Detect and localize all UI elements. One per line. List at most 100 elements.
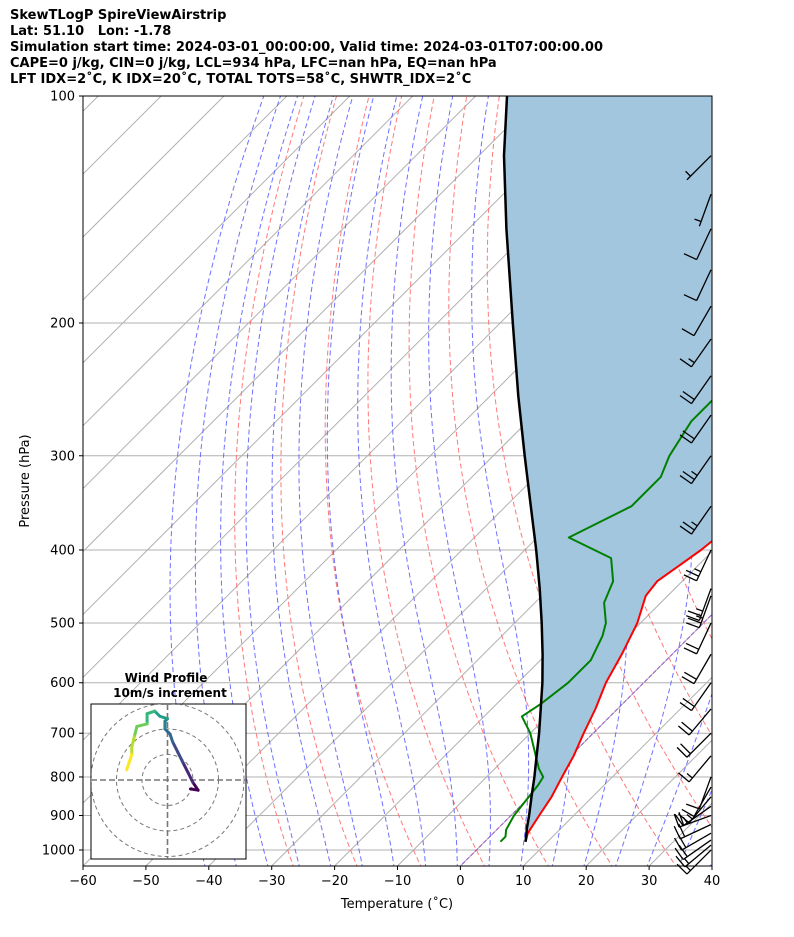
barb-flag bbox=[678, 725, 690, 736]
barb-shaft bbox=[696, 228, 712, 260]
hodograph-segment bbox=[176, 750, 185, 764]
x-tick-label: 10 bbox=[515, 874, 532, 889]
barb-flag bbox=[673, 825, 681, 840]
wind-barb bbox=[679, 375, 712, 405]
dry-adiabat bbox=[367, 96, 486, 866]
moist-adiabat bbox=[169, 96, 265, 866]
x-tick-label: −20 bbox=[321, 874, 348, 889]
barb-flag bbox=[687, 617, 702, 624]
wind-barb bbox=[683, 622, 712, 655]
barb-flag bbox=[685, 622, 700, 629]
barb-flag bbox=[681, 328, 695, 337]
barb-flag bbox=[678, 823, 686, 838]
moist-adiabat bbox=[428, 96, 491, 866]
barb-shaft bbox=[698, 595, 712, 628]
barb-flag bbox=[674, 813, 684, 827]
hodograph-frame bbox=[90, 703, 247, 860]
barb-shaft bbox=[686, 732, 712, 758]
y-tick-label: 800 bbox=[50, 770, 75, 785]
barb-shaft bbox=[686, 155, 712, 181]
x-tick-label: 30 bbox=[641, 874, 658, 889]
barb-flag bbox=[682, 390, 695, 401]
barb-shaft bbox=[686, 849, 712, 875]
barb-shaft bbox=[696, 549, 712, 582]
cape-cin-shading bbox=[504, 96, 712, 842]
barb-half-flag bbox=[686, 814, 693, 820]
barb-flag bbox=[679, 358, 692, 368]
barb-shaft bbox=[690, 682, 712, 711]
indices-line-1: CAPE=0 j/kg, CIN=0 j/kg, LCL=934 hPa, LF… bbox=[10, 56, 497, 71]
wind-barb bbox=[685, 588, 712, 622]
y-tick-label: 600 bbox=[50, 676, 75, 691]
wind-barb bbox=[676, 732, 712, 758]
x-tick-label: −50 bbox=[132, 874, 159, 889]
barb-flag bbox=[673, 813, 680, 828]
hodograph-segment bbox=[130, 735, 136, 749]
isotherm-gridline bbox=[83, 96, 603, 616]
hodograph-segment bbox=[135, 722, 149, 728]
wind-barb bbox=[685, 595, 712, 629]
wind-barb bbox=[685, 155, 712, 181]
barb-flag bbox=[680, 743, 691, 755]
y-tick-label: 900 bbox=[50, 809, 75, 824]
moist-adiabat bbox=[220, 96, 299, 866]
barb-flag bbox=[679, 434, 692, 444]
barb-shaft bbox=[681, 832, 712, 851]
isotherm-gridline bbox=[83, 96, 477, 490]
time-line: Simulation start time: 2024-03-01_00:00:… bbox=[10, 40, 603, 55]
barb-shaft bbox=[696, 269, 712, 301]
x-axis-label: Temperature (˚C) bbox=[340, 896, 453, 912]
zero-isotherm bbox=[459, 613, 712, 866]
profile-lines bbox=[499, 96, 712, 843]
x-tick-label: −30 bbox=[258, 874, 285, 889]
barb-shaft bbox=[698, 194, 712, 227]
y-tick-label: 100 bbox=[50, 90, 75, 105]
barb-flag bbox=[681, 721, 693, 732]
barb-flag bbox=[682, 430, 695, 440]
hodograph-segment bbox=[191, 781, 200, 792]
barb-flag bbox=[681, 808, 695, 818]
isotherm-gridline bbox=[83, 96, 351, 364]
hodograph-segment bbox=[171, 740, 180, 754]
wind-barb bbox=[678, 796, 712, 824]
x-tick-label: −10 bbox=[384, 874, 411, 889]
barb-flag bbox=[683, 294, 697, 302]
barb-flag bbox=[679, 702, 692, 712]
x-tick-label: 0 bbox=[456, 874, 464, 889]
barb-half-flag bbox=[688, 358, 695, 364]
moist-adiabat bbox=[271, 96, 334, 866]
hodograph-segment bbox=[181, 760, 190, 774]
y-tick-label: 1000 bbox=[42, 844, 75, 859]
isotherm-gridline bbox=[83, 96, 288, 301]
barb-shaft bbox=[696, 622, 712, 655]
barb-flag bbox=[678, 772, 690, 783]
barb-shaft bbox=[690, 455, 712, 484]
barb-flag bbox=[683, 647, 697, 655]
barb-shaft bbox=[684, 844, 712, 868]
barb-shaft bbox=[690, 375, 712, 405]
barb-flag bbox=[679, 525, 692, 535]
dry-adiabat bbox=[408, 96, 549, 866]
isotherm-gridline bbox=[83, 96, 414, 427]
barb-half-flag bbox=[694, 568, 702, 573]
wind-barb bbox=[678, 708, 712, 736]
barb-shaft bbox=[690, 338, 712, 368]
moist-adiabat bbox=[646, 692, 712, 866]
wind-barb bbox=[675, 844, 712, 868]
barb-half-flag bbox=[686, 773, 693, 779]
wind-barb bbox=[679, 338, 712, 368]
dry-adiabat bbox=[760, 96, 794, 869]
moist-adiabat bbox=[709, 861, 712, 866]
barb-flag bbox=[678, 813, 690, 824]
barb-half-flag bbox=[691, 470, 698, 476]
barb-flag bbox=[685, 615, 700, 622]
moist-adiabat bbox=[326, 96, 395, 866]
barb-shaft bbox=[693, 305, 712, 336]
barb-flag bbox=[684, 671, 697, 680]
hodograph-subtitle: 10m/s increment bbox=[113, 686, 227, 700]
hodograph-segment bbox=[186, 770, 195, 785]
dry-adiabat bbox=[280, 96, 358, 866]
barb-flag bbox=[683, 574, 697, 582]
y-tick-label: 400 bbox=[50, 543, 75, 558]
